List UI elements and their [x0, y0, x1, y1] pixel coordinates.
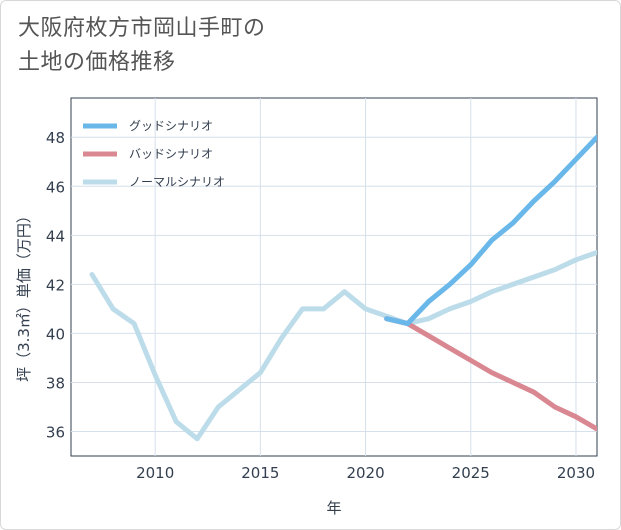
y-tick-label-42: 42: [46, 276, 65, 294]
x-tick-label-2020: 2020: [346, 464, 384, 482]
x-tick-label-2030: 2030: [557, 464, 595, 482]
chart-title-line-1: 大阪府枚方市岡山手町の: [18, 16, 266, 41]
bad-scenario-line: [384, 316, 597, 432]
normal-scenario-legend-label: ノーマルシナリオ: [129, 175, 225, 189]
y-tick-label-44: 44: [46, 227, 65, 245]
y-tick-label-36: 36: [46, 423, 65, 441]
y-axis-title: 坪（3.3㎡）単価（万円）: [15, 208, 33, 382]
x-tick-label-2015: 2015: [241, 464, 279, 482]
good-scenario-line: [384, 134, 597, 327]
y-tick-label-46: 46: [46, 178, 65, 196]
series-layer: [89, 134, 597, 442]
bad-scenario-legend-label: バッドシナリオ: [129, 147, 213, 161]
chart-title: 大阪府枚方市岡山手町の 土地の価格推移: [18, 12, 266, 80]
x-axis-title: 年: [326, 499, 341, 517]
x-tick-label-2010: 2010: [136, 464, 174, 482]
y-tick-label-40: 40: [46, 325, 65, 343]
chart-title-line-2: 土地の価格推移: [18, 50, 176, 75]
y-tick-label-48: 48: [46, 129, 65, 147]
y-tick-label-38: 38: [46, 374, 65, 392]
good-scenario-legend-label: グッドシナリオ: [129, 119, 213, 133]
plot-area: [70, 97, 598, 457]
x-tick-label-2025: 2025: [452, 464, 490, 482]
tick-layer: 2010 2015 2020 2025 2030 36 38 40 42 44 46 48: [46, 129, 595, 482]
normal-scenario-line: [89, 250, 597, 442]
